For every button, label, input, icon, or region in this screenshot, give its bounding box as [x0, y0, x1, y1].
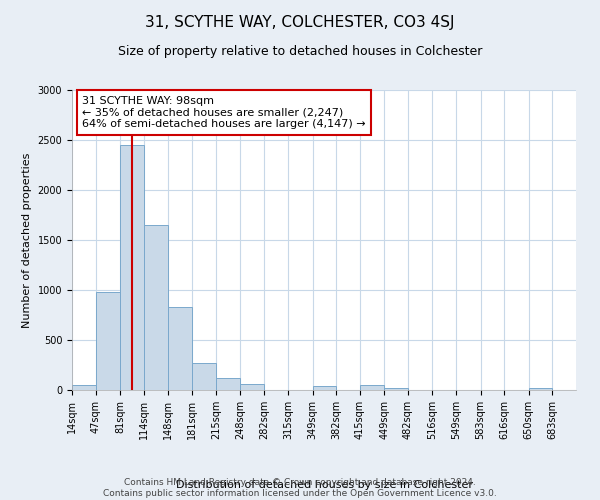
Bar	[120, 145, 144, 390]
Text: 31 SCYTHE WAY: 98sqm
← 35% of detached houses are smaller (2,247)
64% of semi-de: 31 SCYTHE WAY: 98sqm ← 35% of detached h…	[82, 96, 366, 129]
Text: Distribution of detached houses by size in Colchester: Distribution of detached houses by size …	[176, 480, 473, 490]
Bar	[217, 378, 240, 390]
Bar	[95, 292, 120, 390]
Bar	[529, 388, 553, 390]
Bar	[144, 225, 168, 390]
Bar	[385, 388, 408, 390]
Text: Contains HM Land Registry data © Crown copyright and database right 2024.
Contai: Contains HM Land Registry data © Crown c…	[103, 478, 497, 498]
Bar	[360, 385, 385, 390]
Text: Size of property relative to detached houses in Colchester: Size of property relative to detached ho…	[118, 45, 482, 58]
Bar	[192, 363, 217, 390]
Text: 31, SCYTHE WAY, COLCHESTER, CO3 4SJ: 31, SCYTHE WAY, COLCHESTER, CO3 4SJ	[145, 15, 455, 30]
Bar	[240, 384, 265, 390]
Bar	[168, 307, 192, 390]
Bar	[313, 386, 336, 390]
Y-axis label: Number of detached properties: Number of detached properties	[22, 152, 32, 328]
Bar	[72, 385, 95, 390]
